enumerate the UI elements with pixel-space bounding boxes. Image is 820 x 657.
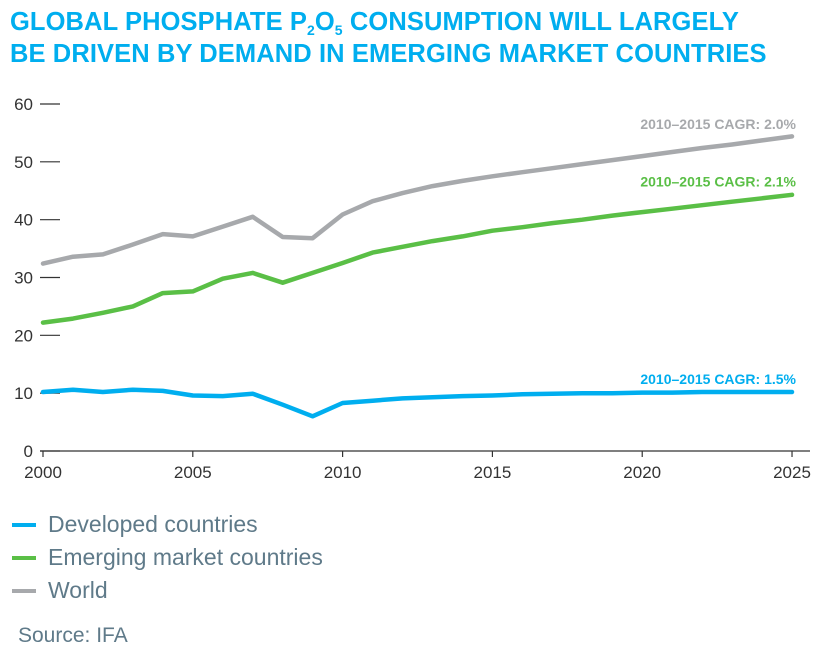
legend-label-emerging: Emerging market countries xyxy=(48,544,323,570)
legend-item-emerging: Emerging market countries xyxy=(12,541,323,574)
line-chart: 0 10 20 30 40 50 60 2000 2005 2010 2015 2020 2025 201… xyxy=(14,95,811,482)
title-line-2: BE DRIVEN BY DEMAND IN EMERGING MARKET C… xyxy=(10,40,767,68)
series-line-emerging-market-countries xyxy=(40,192,795,325)
legend-swatch-world xyxy=(12,588,36,593)
cagr-annotation-2: 2010–2015 CAGR: 1.5% xyxy=(640,371,796,387)
y-tick-label-10: 10 xyxy=(14,384,33,403)
legend: Developed countries Emerging market coun… xyxy=(12,508,323,607)
title-subscript-2: 2 xyxy=(306,22,315,38)
source-note: Source: IFA xyxy=(18,624,128,647)
title-line-1: GLOBAL PHOSPHATE P2O5 CONSUMPTION WILL L… xyxy=(10,6,810,38)
x-tick-label-2020: 2020 xyxy=(623,463,661,482)
y-tick-label-50: 50 xyxy=(14,153,33,172)
title-subscript-5: 5 xyxy=(334,22,343,38)
x-tick-label-2010: 2010 xyxy=(324,463,362,482)
x-tick-label-2000: 2000 xyxy=(24,463,62,482)
legend-swatch-emerging xyxy=(12,555,36,560)
y-tick-label-30: 30 xyxy=(14,269,33,288)
title-text-c: CONSUMPTION WILL LARGELY xyxy=(342,8,740,36)
chart-title: GLOBAL PHOSPHATE P2O5 CONSUMPTION WILL L… xyxy=(10,6,810,70)
cagr-annotation-0: 2010–2015 CAGR: 2.0% xyxy=(640,116,796,132)
x-tick-label-2025: 2025 xyxy=(773,463,811,482)
series-line-world xyxy=(40,134,795,266)
legend-label-world: World xyxy=(48,577,108,603)
x-tick-label-2005: 2005 xyxy=(174,463,212,482)
title-text-b: O xyxy=(314,8,335,36)
title-text-a: GLOBAL PHOSPHATE P xyxy=(10,8,307,36)
legend-item-world: World xyxy=(12,574,323,607)
y-tick-label-0: 0 xyxy=(24,442,33,461)
y-tick-label-60: 60 xyxy=(14,95,33,114)
y-tick-label-20: 20 xyxy=(14,326,33,345)
cagr-annotation-1: 2010–2015 CAGR: 2.1% xyxy=(640,174,796,190)
legend-label-developed: Developed countries xyxy=(48,511,258,537)
legend-swatch-developed xyxy=(12,522,36,527)
y-tick-label-40: 40 xyxy=(14,211,33,230)
series-line-developed-countries xyxy=(40,387,795,419)
legend-item-developed: Developed countries xyxy=(12,508,323,541)
x-tick-label-2015: 2015 xyxy=(473,463,511,482)
